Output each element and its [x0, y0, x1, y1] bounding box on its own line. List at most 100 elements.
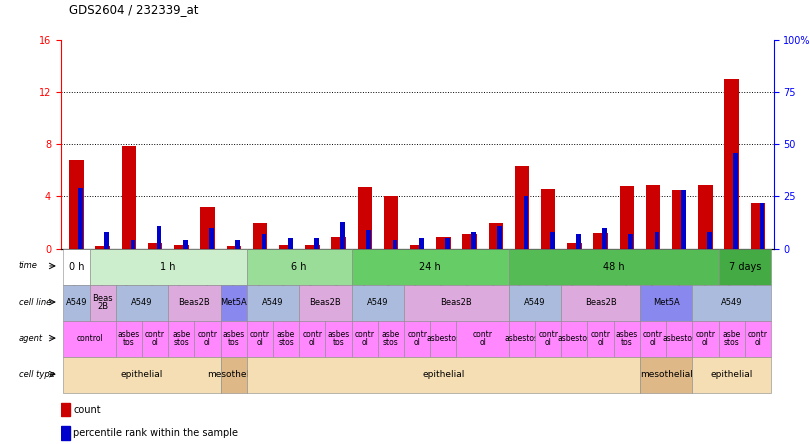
- Bar: [393, 240, 398, 249]
- Bar: [620, 186, 634, 249]
- Text: 0 h: 0 h: [69, 262, 84, 272]
- Text: contr
ol: contr ol: [302, 330, 322, 348]
- Bar: [497, 226, 502, 249]
- Text: asbestos: asbestos: [663, 334, 697, 343]
- Text: 48 h: 48 h: [603, 262, 625, 272]
- Text: GDS2604 / 232339_at: GDS2604 / 232339_at: [69, 3, 198, 16]
- Bar: [471, 232, 476, 249]
- Bar: [541, 189, 556, 249]
- Bar: [436, 237, 450, 249]
- Bar: [594, 233, 608, 249]
- Bar: [340, 222, 345, 249]
- Bar: [751, 203, 765, 249]
- Text: 7 days: 7 days: [728, 262, 761, 272]
- Text: Met5A: Met5A: [220, 298, 247, 307]
- Text: count: count: [73, 405, 101, 415]
- Bar: [733, 153, 738, 249]
- Bar: [209, 228, 214, 249]
- Bar: [314, 238, 318, 249]
- Text: time: time: [19, 262, 37, 270]
- Bar: [157, 226, 161, 249]
- Bar: [698, 185, 713, 249]
- Text: Met5A: Met5A: [653, 298, 680, 307]
- Bar: [78, 188, 83, 249]
- Text: contr
ol: contr ol: [748, 330, 768, 348]
- Text: epithelial: epithelial: [710, 370, 752, 380]
- Bar: [174, 245, 189, 249]
- Text: Beas2B: Beas2B: [585, 298, 616, 307]
- Bar: [122, 146, 136, 249]
- Text: agent: agent: [19, 333, 43, 343]
- Text: contr
ol: contr ol: [407, 330, 427, 348]
- Bar: [96, 246, 110, 249]
- Text: contr
ol: contr ol: [538, 330, 558, 348]
- Bar: [681, 190, 685, 249]
- Bar: [646, 185, 660, 249]
- Bar: [550, 232, 555, 249]
- Bar: [672, 190, 686, 249]
- Text: contr
ol: contr ol: [590, 330, 611, 348]
- Text: asbes
tos: asbes tos: [616, 330, 638, 348]
- Text: A549: A549: [524, 298, 546, 307]
- Text: asbe
stos: asbe stos: [382, 330, 400, 348]
- Text: mesothelial: mesothelial: [640, 370, 693, 380]
- Text: contr
ol: contr ol: [473, 330, 492, 348]
- Text: asbes
tos: asbes tos: [117, 330, 140, 348]
- Bar: [61, 403, 70, 416]
- Bar: [331, 237, 346, 249]
- Bar: [410, 245, 424, 249]
- Bar: [253, 222, 267, 249]
- Text: control: control: [76, 334, 103, 343]
- Bar: [236, 240, 240, 249]
- Bar: [445, 238, 450, 249]
- Bar: [724, 79, 739, 249]
- Text: A549: A549: [131, 298, 153, 307]
- Text: asbestos: asbestos: [505, 334, 539, 343]
- Bar: [515, 166, 529, 249]
- Text: A549: A549: [66, 298, 87, 307]
- Text: contr
ol: contr ol: [696, 330, 715, 348]
- Text: A549: A549: [262, 298, 284, 307]
- Bar: [227, 246, 241, 249]
- Text: epithelial: epithelial: [121, 370, 163, 380]
- Text: A549: A549: [721, 298, 743, 307]
- Bar: [130, 240, 135, 249]
- Bar: [183, 240, 188, 249]
- Text: cell type: cell type: [19, 370, 54, 379]
- Text: contr
ol: contr ol: [643, 330, 663, 348]
- Bar: [760, 203, 764, 249]
- Text: contr
ol: contr ol: [145, 330, 165, 348]
- Bar: [488, 222, 503, 249]
- Text: contr
ol: contr ol: [250, 330, 270, 348]
- Text: mesothelial: mesothelial: [207, 370, 260, 380]
- Bar: [707, 232, 712, 249]
- Text: asbe
stos: asbe stos: [173, 330, 190, 348]
- Text: asbe
stos: asbe stos: [277, 330, 296, 348]
- Text: epithelial: epithelial: [422, 370, 465, 380]
- Bar: [463, 234, 477, 249]
- Text: Beas2B: Beas2B: [441, 298, 472, 307]
- Text: 24 h: 24 h: [420, 262, 441, 272]
- Bar: [61, 426, 70, 440]
- Bar: [567, 243, 582, 249]
- Text: asbes
tos: asbes tos: [327, 330, 350, 348]
- Bar: [366, 230, 371, 249]
- Bar: [419, 238, 424, 249]
- Bar: [576, 234, 581, 249]
- Text: asbes
tos: asbes tos: [223, 330, 245, 348]
- Text: Beas2B: Beas2B: [309, 298, 341, 307]
- Text: Beas
2B: Beas 2B: [92, 294, 113, 311]
- Text: asbe
stos: asbe stos: [723, 330, 741, 348]
- Bar: [305, 245, 319, 249]
- Bar: [279, 245, 293, 249]
- Bar: [262, 234, 266, 249]
- Bar: [603, 228, 607, 249]
- Text: contr
ol: contr ol: [355, 330, 375, 348]
- Text: percentile rank within the sample: percentile rank within the sample: [73, 428, 238, 438]
- Text: 6 h: 6 h: [292, 262, 307, 272]
- Bar: [357, 187, 372, 249]
- Bar: [288, 238, 292, 249]
- Bar: [629, 234, 633, 249]
- Text: A549: A549: [367, 298, 389, 307]
- Text: contr
ol: contr ol: [198, 330, 218, 348]
